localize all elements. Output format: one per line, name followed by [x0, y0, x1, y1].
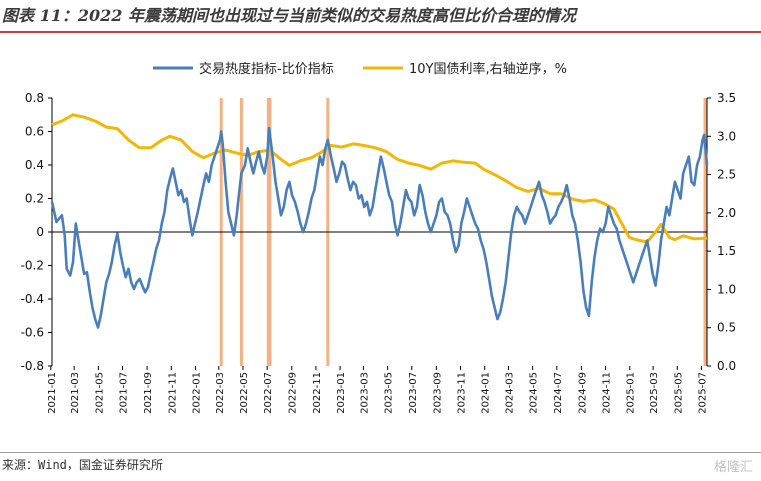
- axes: 0.8 0.6 0.4 0.2 0 -0.2 -0.4 -0.6 -0.8 3.5 3.0 2.5 2.…: [21, 91, 737, 414]
- x-tick-label: 2025-01: [626, 372, 637, 414]
- x-tick-label: 2021-01: [47, 372, 58, 414]
- y-right-tick-label: 3.0: [717, 129, 736, 143]
- x-tick-label: 2021-07: [119, 372, 130, 414]
- source-note: 来源：Wind，国金证券研究所: [2, 458, 163, 472]
- x-tick-label: 2024-03: [504, 372, 515, 414]
- source-divider: [0, 452, 761, 453]
- y-right-tick-label: 1.0: [717, 282, 736, 296]
- x-tick-label: 2024-01: [481, 372, 492, 414]
- legend: 交易热度指标-比价指标 10Y国债利率,右轴逆序，%: [153, 61, 567, 77]
- y-right-tick-label: 0.0: [717, 359, 736, 373]
- watermark: 格隆汇: [713, 460, 753, 475]
- x-tick-label: 2025-05: [673, 372, 684, 414]
- x-tick-label: 2025-07: [697, 372, 708, 414]
- series-line-heat-minus-valuation: [50, 126, 709, 329]
- x-tick-label: 2021-11: [167, 372, 178, 414]
- x-tick-label: 2022-11: [312, 372, 323, 414]
- x-tick-label: 2022-05: [239, 372, 250, 414]
- x-tick-label: 2022-09: [288, 372, 299, 414]
- x-tick-label: 2022-03: [215, 372, 226, 414]
- x-tick-label: 2025-03: [649, 372, 660, 414]
- title-divider: [0, 31, 761, 33]
- x-tick-label: 2021-09: [143, 372, 154, 414]
- x-tick-label: 2023-01: [336, 372, 347, 414]
- x-tick-label: 2024-07: [553, 372, 564, 414]
- x-tick-label: 2023-09: [432, 372, 443, 414]
- x-tick-label: 2024-05: [529, 372, 540, 414]
- y-left-tick-label: 0.8: [25, 91, 44, 105]
- legend-label-bond-yield: 10Y国债利率,右轴逆序，%: [409, 61, 567, 77]
- y-right-tick-label: 2.0: [717, 206, 736, 220]
- x-tick-label: 2021-03: [70, 372, 81, 414]
- chart: 0.8 0.6 0.4 0.2 0 -0.2 -0.4 -0.6 -0.8 3.5 3.0 2.5 2.…: [21, 61, 737, 414]
- x-tick-label: 2021-05: [94, 372, 105, 414]
- y-left-tick-label: 0.2: [25, 192, 44, 206]
- y-left-tick-label: -0.4: [21, 292, 44, 306]
- x-tick-label: 2023-07: [408, 372, 419, 414]
- y-right-tick-label: 3.5: [717, 91, 736, 105]
- y-left-tick-label: -0.2: [21, 259, 44, 273]
- y-left-tick-label: -0.6: [21, 326, 44, 340]
- legend-label-heat-minus-valuation: 交易热度指标-比价指标: [199, 61, 334, 77]
- series-lines: [50, 113, 709, 329]
- x-tick-label: 2023-03: [359, 372, 370, 414]
- y-left-tick-label: 0.6: [25, 125, 44, 139]
- y-left-tick-label: 0.4: [25, 158, 44, 172]
- y-left-tick-label: -0.8: [21, 359, 44, 373]
- y-right-tick-label: 1.5: [717, 244, 736, 258]
- x-tick-label: 2022-01: [191, 372, 202, 414]
- chart-title: 图表 11：2022 年震荡期间也出现过与当前类似的交易热度高但比价合理的情况: [2, 6, 576, 25]
- x-tick-label: 2024-09: [577, 372, 588, 414]
- y-left-tick-label: 0: [36, 225, 44, 239]
- y-right-tick-label: 2.5: [717, 168, 736, 182]
- y-right-tick-label: 0.5: [717, 321, 736, 335]
- x-tick-label: 2023-11: [457, 372, 468, 414]
- series-line-bond-yield: [51, 113, 708, 244]
- x-tick-label: 2022-07: [263, 372, 274, 414]
- x-tick-label: 2024-11: [602, 372, 613, 414]
- x-tick-label: 2023-05: [384, 372, 395, 414]
